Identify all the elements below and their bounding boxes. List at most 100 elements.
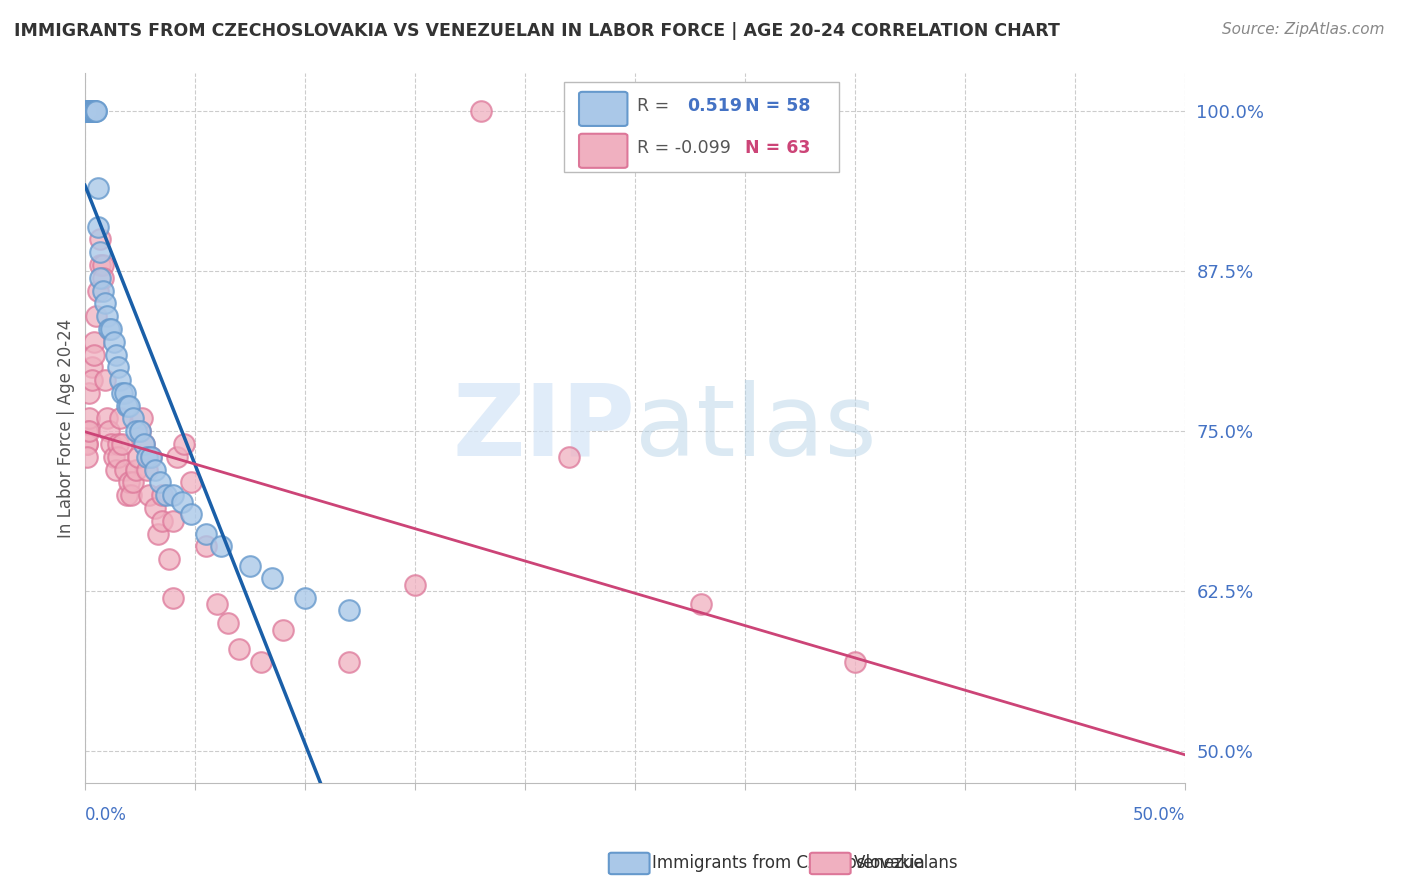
Text: Venezuelans: Venezuelans xyxy=(853,855,957,872)
Point xyxy=(83,104,105,119)
Point xyxy=(103,450,125,464)
Text: 0.519: 0.519 xyxy=(688,97,742,115)
Point xyxy=(79,104,101,119)
Point xyxy=(114,385,136,400)
Text: atlas: atlas xyxy=(636,380,877,476)
Point xyxy=(337,603,360,617)
Point xyxy=(87,181,110,195)
Point xyxy=(79,104,101,119)
Point xyxy=(80,360,103,375)
Text: ZIP: ZIP xyxy=(453,380,636,476)
Point xyxy=(76,104,98,119)
Point xyxy=(108,411,131,425)
Point xyxy=(76,104,98,119)
Point xyxy=(149,475,172,490)
Point xyxy=(111,385,134,400)
FancyBboxPatch shape xyxy=(579,92,627,126)
Point xyxy=(111,437,134,451)
Point xyxy=(83,334,105,349)
Point xyxy=(79,104,101,119)
Point xyxy=(80,373,103,387)
Point xyxy=(143,501,166,516)
Point xyxy=(135,463,157,477)
Point xyxy=(131,411,153,425)
Point xyxy=(96,309,118,323)
Point xyxy=(166,450,188,464)
Point xyxy=(83,104,105,119)
Text: 0.0%: 0.0% xyxy=(84,806,127,824)
Point xyxy=(150,514,173,528)
Text: R =: R = xyxy=(637,97,675,115)
Point xyxy=(104,463,127,477)
Point xyxy=(76,425,98,439)
Point xyxy=(170,494,193,508)
Point xyxy=(76,450,98,464)
Point xyxy=(173,437,195,451)
Point xyxy=(157,552,180,566)
Point xyxy=(115,399,138,413)
Point xyxy=(100,322,122,336)
Point xyxy=(115,488,138,502)
Point xyxy=(162,514,184,528)
Point xyxy=(690,597,713,611)
FancyBboxPatch shape xyxy=(564,81,839,172)
Point xyxy=(146,526,169,541)
Point xyxy=(139,450,162,464)
Point xyxy=(118,475,141,490)
Text: N = 63: N = 63 xyxy=(745,139,810,157)
Point xyxy=(107,450,129,464)
Point xyxy=(260,571,283,585)
Text: Immigrants from Czechoslovakia: Immigrants from Czechoslovakia xyxy=(652,855,925,872)
Point xyxy=(138,488,160,502)
Point xyxy=(76,104,98,119)
Point xyxy=(122,475,145,490)
Point xyxy=(217,616,239,631)
Point xyxy=(250,655,273,669)
Point xyxy=(91,284,114,298)
Point xyxy=(89,245,111,260)
Point xyxy=(129,425,152,439)
Point xyxy=(209,540,232,554)
Point xyxy=(124,463,146,477)
Point xyxy=(122,411,145,425)
Point xyxy=(844,655,866,669)
Point xyxy=(79,411,101,425)
Point xyxy=(89,270,111,285)
Point xyxy=(134,437,156,451)
Point xyxy=(76,104,98,119)
Point xyxy=(80,104,103,119)
Point xyxy=(180,508,202,522)
Point xyxy=(76,437,98,451)
Point xyxy=(194,540,217,554)
Point xyxy=(80,104,103,119)
Point xyxy=(76,425,98,439)
Point xyxy=(84,104,107,119)
Point xyxy=(404,578,426,592)
Point xyxy=(294,591,316,605)
Point xyxy=(76,104,98,119)
Point xyxy=(135,450,157,464)
Point xyxy=(558,450,581,464)
Point xyxy=(93,373,115,387)
Point xyxy=(76,437,98,451)
Text: Source: ZipAtlas.com: Source: ZipAtlas.com xyxy=(1222,22,1385,37)
Point xyxy=(127,450,149,464)
Point xyxy=(162,591,184,605)
Point xyxy=(87,219,110,234)
Point xyxy=(93,296,115,310)
Point xyxy=(162,488,184,502)
Text: R = -0.099: R = -0.099 xyxy=(637,139,731,157)
Point xyxy=(76,104,98,119)
Text: 50.0%: 50.0% xyxy=(1133,806,1185,824)
Point xyxy=(76,104,98,119)
Point xyxy=(80,104,103,119)
Point xyxy=(129,425,152,439)
Point xyxy=(120,488,142,502)
Point xyxy=(83,104,105,119)
Point xyxy=(98,322,121,336)
Point xyxy=(91,270,114,285)
Point xyxy=(108,373,131,387)
Point xyxy=(180,475,202,490)
Point xyxy=(118,399,141,413)
Point xyxy=(124,425,146,439)
